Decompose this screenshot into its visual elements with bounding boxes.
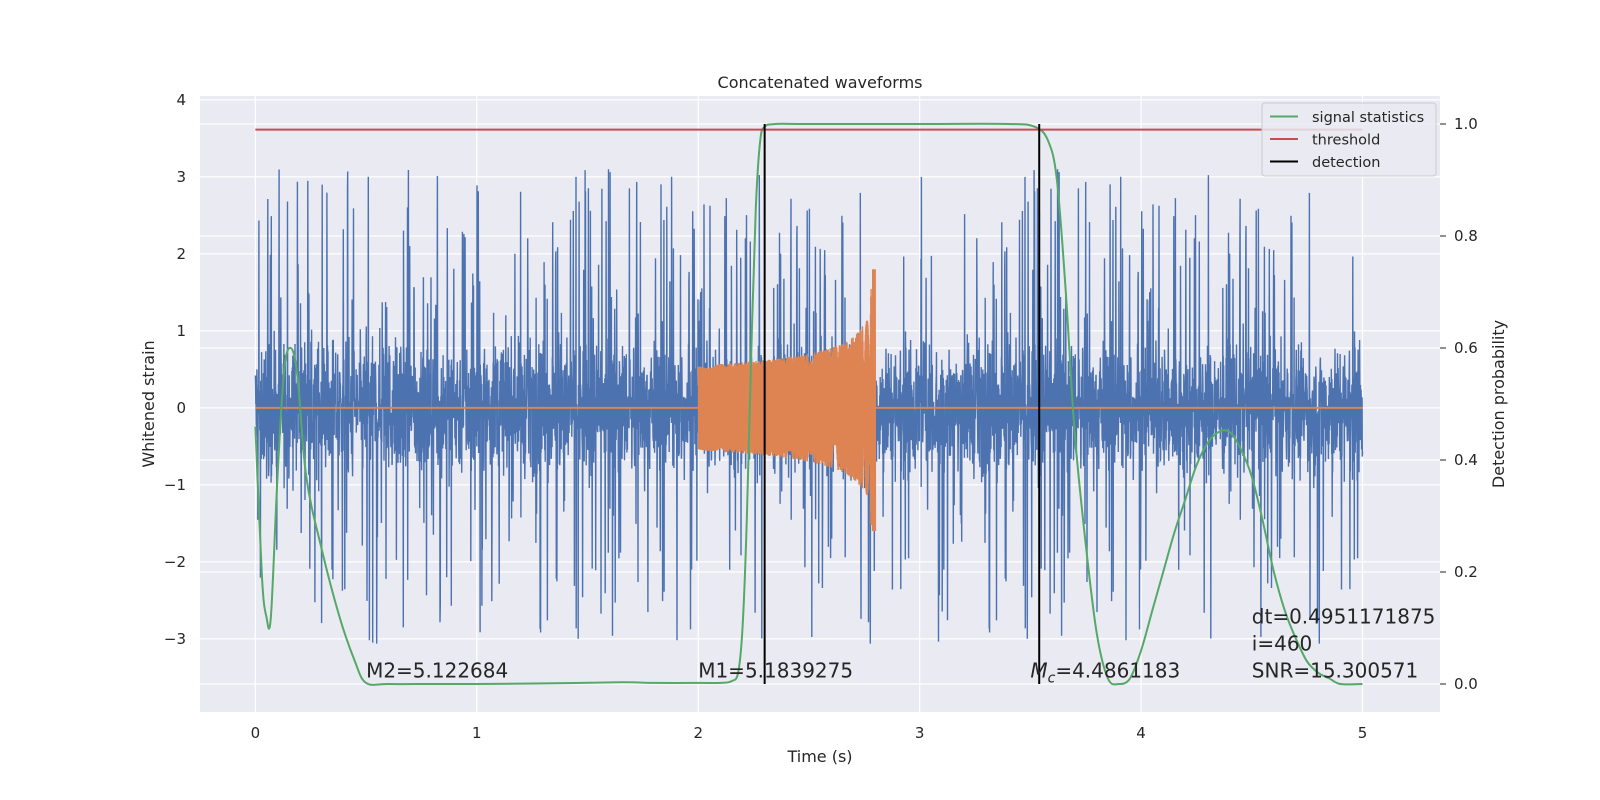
y2-tick-label-4: 0.8 <box>1454 227 1478 245</box>
legend-box <box>1261 102 1437 177</box>
x-tick-label-2: 2 <box>693 724 703 742</box>
y2-tick-label-2: 0.4 <box>1454 451 1478 469</box>
series-template-waveform <box>697 269 877 532</box>
annotation-5: dt=0.4951171875 <box>1252 604 1436 628</box>
chart-title: Concatenated waveforms <box>718 73 923 92</box>
y-tick-label-5: 2 <box>176 245 186 263</box>
annotation-1: M1=5.1839275 <box>698 658 853 682</box>
legend-label-detection: detection <box>1312 155 1380 171</box>
y-tick-label-2: −1 <box>164 476 186 494</box>
x-tick-label-4: 4 <box>1136 724 1146 742</box>
y2-tick-label-5: 1.0 <box>1454 115 1478 133</box>
y2-tick-label-1: 0.2 <box>1454 563 1478 581</box>
legend-label-signal-statistics: signal statistics <box>1312 110 1424 126</box>
y-tick-label-0: −3 <box>164 630 186 648</box>
x-tick-label-5: 5 <box>1358 724 1368 742</box>
series-signal-statistics <box>254 122 1363 686</box>
y-tick-label-4: 1 <box>176 322 186 340</box>
y2-axis-ticks: 0.0 0.2 0.4 0.6 0.8 1.0 <box>1440 115 1478 693</box>
y-axis-title: Whitened strain <box>139 340 158 467</box>
y-tick-label-3: 0 <box>176 399 186 417</box>
y-tick-label-1: −2 <box>164 553 186 571</box>
y2-tick-label-0: 0.0 <box>1454 675 1478 693</box>
x-tick-label-1: 1 <box>472 724 482 742</box>
annotation-3: SNR=15.300571 <box>1252 658 1418 682</box>
legend: signal statistics threshold detection <box>1261 102 1437 177</box>
x-axis-title: Time (s) <box>786 747 852 766</box>
y-tick-label-6: 3 <box>176 168 186 186</box>
y2-tick-label-3: 0.6 <box>1454 339 1478 357</box>
annotation-2: Mc=4.4861183 <box>1030 658 1180 686</box>
annotations: M2=5.122684 M1=5.1839275 Mc=4.4861183 SNR=1… <box>366 604 1435 686</box>
x-axis-ticks: 0 1 2 3 4 5 <box>251 724 1368 742</box>
y-axis-ticks: −3 −2 −1 0 1 2 3 4 <box>164 91 186 648</box>
y2-axis-title: Detection probability <box>1489 320 1508 488</box>
detection-lines <box>763 124 1041 684</box>
x-tick-label-0: 0 <box>251 724 261 742</box>
annotation-4: i=460 <box>1252 631 1313 655</box>
legend-label-threshold: threshold <box>1312 133 1380 149</box>
annotation-0: M2=5.122684 <box>366 658 508 682</box>
y-tick-label-7: 4 <box>176 91 186 109</box>
x-tick-label-3: 3 <box>915 724 925 742</box>
